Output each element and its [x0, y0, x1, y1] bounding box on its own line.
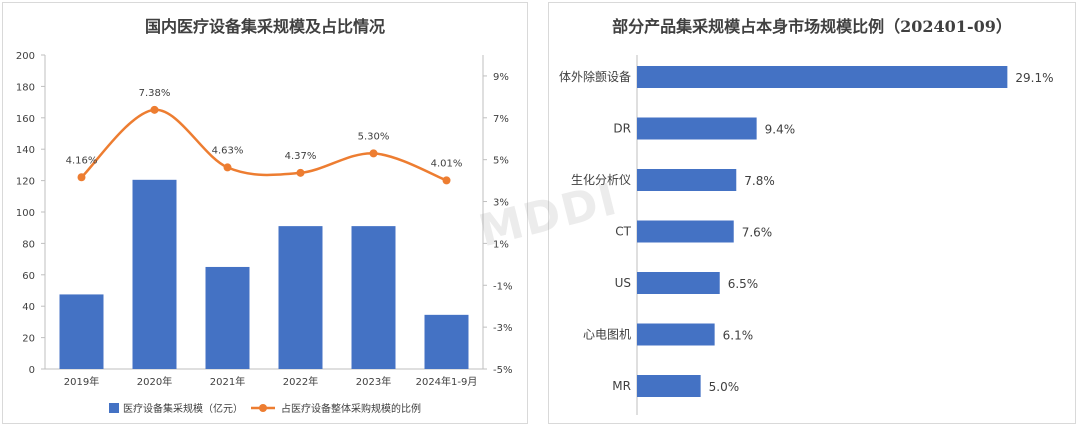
bar	[205, 266, 250, 369]
right-y-tick-label: -5%	[493, 365, 512, 376]
bar	[424, 314, 469, 369]
category-label: 心电图机	[583, 328, 631, 342]
bar	[351, 226, 396, 369]
left-y-tick-label: 140	[16, 145, 35, 156]
hbar-data-label: 29.1%	[1015, 71, 1053, 85]
bar	[132, 179, 177, 369]
ratio-point	[369, 149, 378, 158]
hbar	[637, 66, 1008, 88]
hbar-data-label: 7.8%	[744, 174, 775, 188]
hbar-data-label: 6.5%	[728, 277, 759, 291]
hbar	[637, 375, 701, 397]
left-chart-svg: 0 20 40 60 80 100 120 140 160 180 200 -5% -3% -1% 1% 3%…	[16, 51, 513, 415]
right-y-tick-label: -3%	[493, 323, 512, 334]
bar	[59, 294, 104, 369]
ratio-point	[77, 173, 86, 182]
left-chart-panel: 国内医疗设备集采规模及占比情况 0 20 40 60 80 100 120 140 160 180…	[2, 2, 528, 424]
hbar	[637, 220, 734, 243]
x-tick-label: 2023年	[356, 375, 391, 388]
legend-bar-label: 医疗设备集采规模（亿元）	[123, 402, 243, 415]
ratio-data-label: 4.01%	[431, 158, 463, 169]
category-label: US	[615, 276, 631, 290]
ratio-line	[80, 108, 447, 182]
x-tick-label: 2020年	[137, 375, 172, 388]
hbar-data-label: 9.4%	[765, 123, 796, 137]
ratio-data-label: 4.63%	[212, 145, 244, 156]
left-y-tick-label: 40	[22, 302, 35, 313]
category-label: DR	[613, 122, 631, 136]
left-y-tick-label: 180	[16, 82, 35, 93]
ratio-data-label: 5.30%	[358, 131, 390, 142]
x-tick-label: 2024年1-9月	[416, 375, 478, 388]
hbar	[637, 169, 737, 191]
ratio-point	[442, 176, 451, 185]
left-y-tick-label: 20	[22, 334, 35, 345]
left-y-tick-label: 200	[16, 51, 35, 62]
hbar-data-label: 6.1%	[723, 329, 754, 343]
legend-line-label: 占医疗设备整体采购规模的比例	[281, 402, 421, 415]
ratio-data-label: 4.16%	[66, 155, 98, 166]
category-label: CT	[615, 225, 631, 239]
right-y-tick-label: 9%	[493, 72, 509, 83]
left-y-tick-label: 160	[16, 114, 35, 125]
left-y-tick-label: 80	[22, 239, 35, 250]
category-label: MR	[612, 379, 631, 393]
right-y-tick-label: -1%	[493, 281, 512, 292]
hbar	[637, 117, 757, 140]
left-chart-title: 国内医疗设备集采规模及占比情况	[144, 17, 385, 36]
left-y-tick-label: 0	[29, 365, 35, 376]
hbar-data-label: 5.0%	[709, 380, 740, 394]
right-y-tick-label: 3%	[493, 198, 509, 209]
right-y-tick-label: 5%	[493, 156, 509, 167]
right-chart-svg: 体外除颤设备 29.1% DR 9.4% 生化分析仪 7.8% CT 7.6% US 6.5% 心电…	[559, 55, 1053, 415]
right-y-tick-label: 1%	[493, 239, 509, 250]
left-y-tick-label: 120	[16, 177, 35, 188]
right-y-tick-label: 7%	[493, 114, 509, 125]
right-chart-title: 部分产品集采规模占本身市场规模比例（202401-09）	[612, 17, 1012, 36]
category-label: 体外除颤设备	[559, 69, 631, 84]
x-tick-label: 2022年	[283, 375, 318, 388]
left-y-tick-label: 60	[22, 271, 35, 282]
hbar	[637, 323, 715, 346]
ratio-point	[150, 105, 159, 114]
legend-line-marker	[259, 404, 267, 412]
hbar	[637, 272, 720, 294]
ratio-data-label: 4.37%	[285, 151, 317, 162]
category-label: 生化分析仪	[571, 173, 631, 187]
right-chart-panel: 部分产品集采规模占本身市场规模比例（202401-09） 体外除颤设备 29.1%…	[548, 2, 1076, 424]
x-tick-label: 2019年	[64, 375, 99, 388]
ratio-point	[296, 168, 305, 177]
ratio-point	[223, 163, 232, 172]
hbar-data-label: 7.6%	[742, 226, 773, 240]
left-y-tick-label: 100	[16, 208, 35, 219]
legend-bar-swatch	[109, 403, 119, 413]
ratio-data-label: 7.38%	[139, 88, 171, 99]
x-tick-label: 2021年	[210, 375, 245, 388]
bar	[278, 226, 323, 369]
